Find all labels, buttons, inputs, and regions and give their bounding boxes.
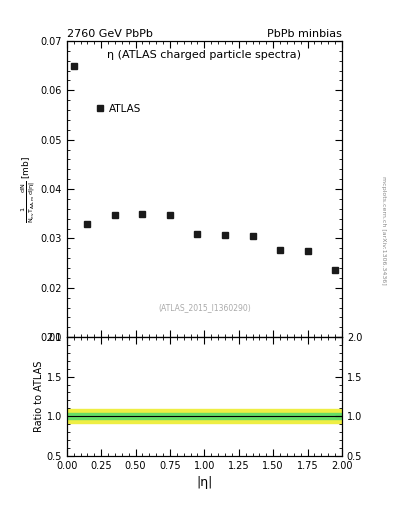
Text: PbPb minbias: PbPb minbias [267, 29, 342, 39]
Text: 2760 GeV PbPb: 2760 GeV PbPb [67, 29, 153, 39]
X-axis label: |η|: |η| [196, 476, 213, 489]
Bar [67, 413, 342, 418]
Text: (ATLAS_2015_I1360290): (ATLAS_2015_I1360290) [158, 303, 251, 312]
Bar [67, 409, 342, 422]
Text: mcplots.cern.ch [arXiv:1306.3436]: mcplots.cern.ch [arXiv:1306.3436] [381, 176, 386, 285]
Y-axis label: Ratio to ATLAS: Ratio to ATLAS [34, 361, 44, 432]
Y-axis label: $\mathregular{\frac{1}{N_{ev}T_{AA,m}}\frac{dN}{d|\eta|}}$ [mb]: $\mathregular{\frac{1}{N_{ev}T_{AA,m}}\f… [20, 156, 38, 223]
Text: η (ATLAS charged particle spectra): η (ATLAS charged particle spectra) [107, 50, 301, 60]
Legend: ATLAS: ATLAS [91, 99, 145, 118]
